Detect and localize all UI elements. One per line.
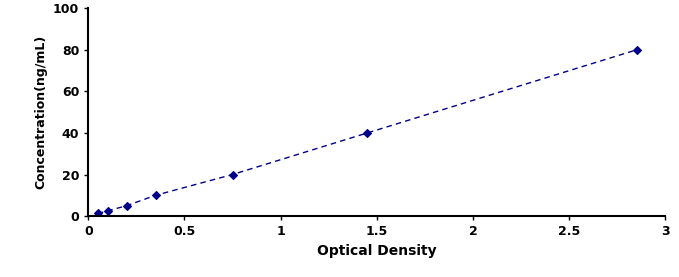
Y-axis label: Concentration(ng/mL): Concentration(ng/mL) xyxy=(35,35,48,189)
X-axis label: Optical Density: Optical Density xyxy=(317,244,437,258)
